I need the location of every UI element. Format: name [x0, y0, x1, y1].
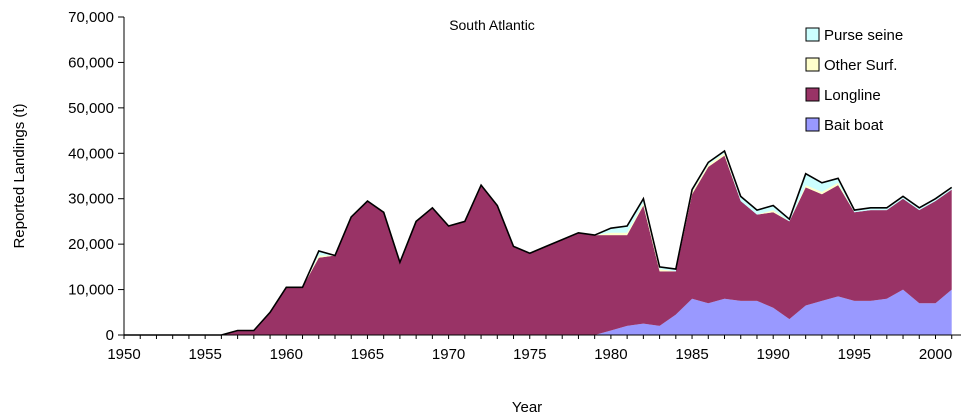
legend-label-bait-boat: Bait boat — [824, 117, 884, 134]
y-tick-label: 60,000 — [68, 54, 114, 71]
y-tick-label: 70,000 — [68, 9, 114, 26]
stack-outline — [124, 149, 953, 336]
area-longline — [124, 155, 952, 335]
y-tick-label: 30,000 — [68, 191, 114, 208]
x-tick-label: 1965 — [351, 346, 384, 363]
y-tick-label: 0 — [106, 327, 114, 344]
legend-swatch-longline — [805, 87, 820, 102]
y-ticks: 0 10,000 20,000 30,000 40,000 50,000 60,000 70,… — [68, 9, 124, 344]
x-tick-label: 1975 — [513, 346, 546, 363]
x-tick-label: 1980 — [594, 346, 627, 363]
x-tick-label: 1985 — [675, 346, 708, 363]
chart-title: South Atlantic — [449, 17, 535, 33]
legend-swatch-bait-boat — [805, 117, 820, 132]
y-tick-label: 50,000 — [68, 100, 114, 117]
x-tick-label: 1955 — [188, 346, 221, 363]
x-tick-label: 1950 — [107, 346, 140, 363]
area-bait-boat — [124, 289, 952, 335]
x-tick-label: 1990 — [757, 346, 790, 363]
y-tick-label: 10,000 — [68, 282, 114, 299]
legend-label-purse-seine: Purse seine — [824, 27, 903, 44]
stacked-areas — [124, 149, 953, 336]
x-tick-label: 1960 — [270, 346, 303, 363]
y-tick-label: 20,000 — [68, 236, 114, 253]
legend: Purse seine Other Surf. Longline Bait boat — [805, 27, 903, 134]
y-tick-label: 40,000 — [68, 145, 114, 162]
legend-swatch-purse-seine — [805, 27, 820, 42]
x-tick-label: 1970 — [432, 346, 465, 363]
x-ticks: 1950 1955 1960 1965 1970 1975 1980 1985 1990 1995… — [107, 335, 953, 363]
x-tick-label: 1995 — [838, 346, 871, 363]
legend-swatch-other-surf — [805, 57, 820, 72]
y-axis-title: Reported Landings (t) — [11, 103, 28, 248]
legend-label-other-surf: Other Surf. — [824, 57, 897, 74]
x-axis-title: Year — [512, 399, 542, 416]
legend-label-longline: Longline — [824, 87, 881, 104]
x-tick-label: 2000 — [919, 346, 952, 363]
